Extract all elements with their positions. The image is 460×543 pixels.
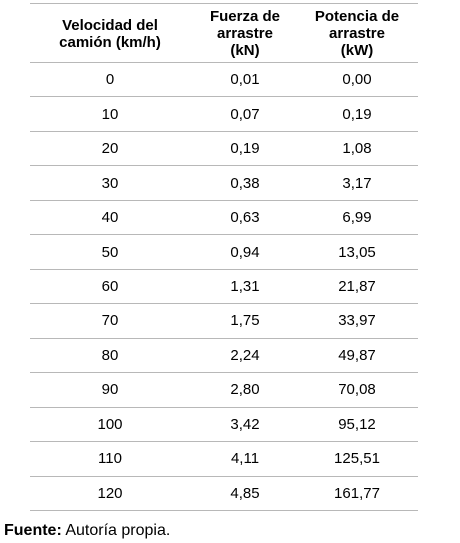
row-divider (30, 96, 418, 98)
table-cell: 80 (101, 346, 119, 364)
header-cell: Velocidad del (62, 16, 158, 34)
table-cell: 70 (101, 312, 119, 330)
table-cell: 2,80 (230, 381, 260, 399)
table-cell: 125,51 (334, 450, 380, 468)
header-cell: arrastre (329, 25, 385, 42)
table-cell: 40 (101, 209, 119, 227)
row-divider (30, 268, 418, 270)
table-cell: 90 (101, 381, 119, 399)
table-cell: 13,05 (338, 243, 376, 261)
table-cell: 70,08 (338, 381, 376, 399)
header-cell: Potencia de (314, 8, 400, 25)
table-cell: 100 (97, 415, 123, 433)
table-cell: 95,12 (338, 415, 376, 433)
table-cell: 20 (101, 140, 119, 158)
row-divider (30, 475, 418, 477)
row-divider (30, 165, 418, 167)
header-cell: (kW) (340, 42, 374, 59)
table-cell: 0,38 (230, 174, 260, 192)
table-cell: 0,19 (342, 105, 372, 123)
table-cell: 0,07 (230, 105, 260, 123)
table-cell: 1,31 (230, 278, 260, 295)
table-cell: 2,24 (230, 346, 260, 364)
table-cell: 0,00 (342, 71, 372, 89)
header-divider (30, 62, 418, 63)
row-divider (30, 372, 418, 374)
source-note: Fuente: Autoría propia. (4, 522, 170, 540)
header-cell: arrastre (217, 25, 273, 42)
table-cell: 6,99 (342, 209, 372, 227)
table-cell: 161,77 (334, 484, 380, 502)
table-cell: 0,94 (230, 243, 260, 261)
row-divider (30, 406, 418, 408)
table-cell: 30 (101, 174, 119, 192)
header-cell: (kN) (230, 42, 260, 59)
table-cell: 21,87 (338, 278, 376, 295)
table-cell: 50 (101, 243, 119, 261)
table-cell: 33,97 (338, 312, 376, 330)
table-cell: 1,08 (342, 140, 372, 158)
header-cell: Fuerza de (209, 8, 281, 25)
table-cell: 110 (98, 450, 122, 468)
table-cell: 1,75 (230, 312, 260, 330)
row-divider (30, 441, 418, 443)
table-cell: 4,85 (230, 484, 260, 502)
source-text: Autoría propia. (65, 522, 171, 539)
row-divider (30, 199, 418, 201)
header-cell: camión (km/h) (59, 33, 161, 51)
table-cell: 120 (97, 484, 123, 502)
row-divider (30, 303, 418, 305)
table-cell: 0,63 (230, 209, 260, 227)
row-divider (30, 337, 418, 339)
table-cell: 49,87 (338, 346, 376, 364)
row-divider (30, 130, 418, 132)
table-cell: 0,01 (230, 71, 260, 89)
table-cell: 0,19 (230, 140, 260, 158)
table-cell: 60 (101, 278, 119, 295)
table-top-border (30, 3, 418, 4)
table-cell: 3,42 (230, 415, 260, 433)
table-cell: 0 (105, 71, 115, 89)
source-label: Fuente: (4, 522, 62, 539)
table-cell: 3,17 (342, 174, 372, 192)
table-cell: 4,11 (230, 450, 260, 468)
table-cell: 10 (101, 105, 119, 123)
row-divider (30, 234, 418, 236)
row-divider (30, 510, 418, 511)
